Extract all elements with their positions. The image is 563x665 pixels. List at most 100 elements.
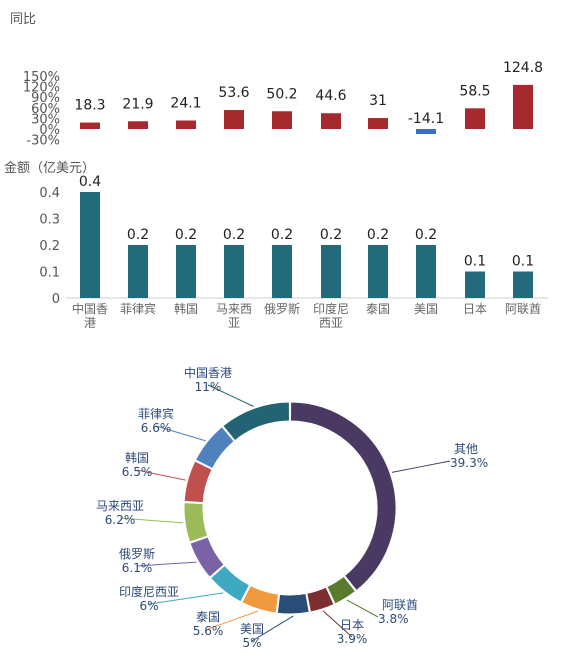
donut-slice — [241, 584, 280, 614]
x-tick-label: 马来西 — [216, 302, 252, 316]
bar — [416, 129, 436, 134]
bar — [128, 121, 148, 129]
slice-value-label: 6.1% — [122, 561, 153, 575]
data-label: -14.1 — [408, 111, 444, 127]
bar — [368, 245, 388, 298]
data-label: 0.4 — [79, 174, 101, 190]
slice-value-label: 6.5% — [122, 465, 153, 479]
slice-value-label: 5% — [242, 636, 261, 650]
bar — [272, 111, 292, 129]
x-tick-label: 韩国 — [174, 301, 198, 316]
slice-label: 日本 — [340, 618, 364, 632]
slice-label: 中国香港 — [184, 365, 232, 380]
donut-slice — [290, 401, 397, 592]
x-tick-label: 日本 — [463, 302, 487, 316]
x-tick-label: 中国香 — [72, 301, 108, 316]
bar — [465, 108, 485, 129]
donut-slice — [306, 586, 335, 613]
leader-line — [207, 610, 259, 630]
slice-value-label: 3.9% — [337, 632, 368, 646]
slice-label: 马来西亚 — [96, 499, 144, 513]
slice-value-label: 39.3% — [450, 456, 488, 470]
x-tick-label: 阿联酋 — [505, 301, 541, 316]
y-axis-title: 同比 — [10, 12, 36, 27]
slice-value-label: 5.6% — [193, 624, 224, 638]
slice-label: 印度尼西亚 — [119, 584, 179, 599]
yoy-bar-chart: 同比 150%120%90%60%30%0%-30% 18.3 21.9 24.1 53.… — [10, 12, 543, 149]
slice-label: 美国 — [240, 622, 264, 636]
slice-value-label: 11% — [195, 380, 222, 394]
bar — [465, 271, 485, 298]
data-label: 0.2 — [271, 227, 293, 243]
slice-value-label: 3.8% — [378, 612, 409, 626]
data-label: 0.2 — [320, 227, 342, 243]
donut-slice — [326, 575, 357, 605]
slice-label: 俄罗斯 — [119, 547, 155, 561]
bar — [176, 245, 196, 298]
bar — [368, 118, 388, 129]
leader-line — [207, 384, 254, 407]
leader-line — [251, 615, 294, 642]
data-label: 0.2 — [415, 227, 437, 243]
slice-label: 泰国 — [196, 610, 220, 624]
data-label: 0.1 — [512, 254, 534, 270]
data-label: 18.3 — [74, 98, 105, 114]
x-tick-label: 港 — [84, 316, 96, 330]
x-tick-label: 亚 — [228, 316, 240, 330]
y-tick-label: 60% — [31, 102, 60, 117]
x-tick-label: 泰国 — [366, 302, 390, 316]
bar — [128, 245, 148, 298]
data-label: 58.5 — [459, 83, 490, 99]
x-tick-label: 俄罗斯 — [264, 302, 300, 316]
donut-slice — [183, 460, 213, 504]
donut-slice — [276, 592, 310, 615]
bar — [80, 192, 100, 298]
bar — [80, 122, 100, 129]
leader-line — [346, 599, 379, 618]
y-tick-label: 0 — [52, 292, 60, 307]
donut-slice — [222, 401, 290, 442]
data-label: 124.8 — [503, 60, 543, 76]
data-label: 0.2 — [367, 227, 389, 243]
leader-line — [322, 610, 353, 638]
leader-line — [136, 561, 197, 567]
x-tick-label: 美国 — [414, 302, 438, 316]
slice-value-label: 6.6% — [141, 421, 172, 435]
data-label: 24.1 — [170, 95, 201, 111]
slice-label: 菲律宾 — [138, 406, 174, 421]
y-tick-label: 0.3 — [39, 213, 60, 228]
bar — [416, 245, 436, 298]
bar — [272, 245, 292, 298]
y-tick-label: 0% — [39, 123, 60, 138]
data-label: 0.2 — [175, 227, 197, 243]
x-tick-label: 西亚 — [319, 316, 343, 330]
y-tick-label: 30% — [31, 112, 60, 127]
leader-line — [155, 425, 206, 442]
data-label: 50.2 — [266, 86, 297, 102]
leader-line — [391, 460, 451, 473]
bar — [513, 84, 533, 129]
bar — [321, 245, 341, 298]
leader-line — [148, 592, 224, 605]
x-tick-label: 印度尼 — [313, 301, 349, 316]
x-tick-label: 菲律宾 — [120, 301, 156, 316]
y-tick-label: 150% — [23, 70, 60, 85]
leader-line — [119, 517, 184, 524]
data-label: 53.6 — [218, 85, 249, 101]
slice-label: 阿联酋 — [382, 597, 418, 612]
data-label: 21.9 — [122, 96, 153, 112]
amount-bar-chart: 金额（亿美元）0.40.30.20.100.4中国香港0.2菲律宾0.2韩国0.… — [4, 160, 548, 330]
y-tick-label: -30% — [26, 134, 60, 149]
leader-line — [136, 469, 186, 481]
donut-slice — [209, 564, 251, 603]
slice-value-label: 6% — [139, 599, 158, 613]
data-label: 0.1 — [464, 254, 486, 270]
bar — [321, 113, 341, 129]
slice-label: 韩国 — [125, 450, 149, 465]
y-tick-label: 0.2 — [39, 239, 60, 254]
y-tick-label: 0.1 — [39, 266, 60, 281]
slice-label: 其他 — [454, 442, 478, 456]
